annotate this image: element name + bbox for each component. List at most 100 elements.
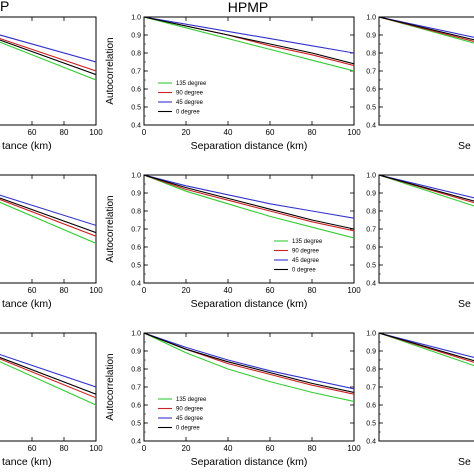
y-tick-label: 1.0 [366, 173, 376, 180]
series-line-0-degree [379, 175, 474, 202]
cropped-x-axis-label: tance (km) [2, 140, 52, 152]
legend-label: 90 degree [176, 407, 204, 413]
x-tick-label: 60 [266, 444, 275, 453]
y-tick-label: 0.8 [366, 209, 376, 216]
legend-label: 0 degree [176, 110, 200, 116]
y-tick-label: 0.6 [366, 87, 376, 94]
x-tick-label: 20 [182, 444, 191, 453]
series-line-45-degree [379, 333, 474, 358]
series-line-90-degree [144, 333, 354, 395]
y-tick-label: 0.8 [366, 51, 376, 58]
cropped-x-axis-label: Se [458, 140, 471, 152]
chart-legend: 135 degree 90 degree 45 degree 0 degree [158, 397, 207, 432]
cropped-x-axis-label: tance (km) [2, 456, 52, 468]
series-line-135-degree [379, 333, 474, 367]
series-line-135-degree [144, 333, 354, 402]
legend-label: 90 degree [176, 91, 204, 97]
y-tick-label: 1.0 [366, 15, 376, 22]
series-line-135-degree [0, 201, 96, 244]
chart-panel: 0.4 0.5 0.6 0.7 0.8 0.9 1.0 Se [366, 173, 474, 310]
series-line-135-degree [379, 17, 474, 44]
y-tick-label: 0.4 [131, 439, 141, 446]
x-axis-label: Separation distance (km) [191, 298, 308, 310]
y-tick-label: 0.7 [366, 385, 376, 392]
y-tick-label: 0.8 [131, 367, 141, 374]
y-tick-label: 0.9 [131, 191, 141, 198]
y-tick-label: 1.0 [366, 331, 376, 338]
plot-frame [0, 332, 97, 442]
plot-frame [143, 174, 355, 284]
x-axis-label: Separation distance (km) [191, 140, 308, 152]
y-tick-label: 0.6 [131, 245, 141, 252]
series-line-0-degree [0, 356, 96, 395]
y-tick-label: 0.7 [131, 385, 141, 392]
series-line-0-degree [0, 39, 96, 76]
series-line-0-degree [379, 333, 474, 362]
chart-panel: 0.4 0.5 0.6 0.7 0.8 0.9 1.0 0 20 40 60 80 100 Separat… [105, 331, 361, 469]
y-tick-label: 0.9 [131, 349, 141, 356]
series-line-45-degree [0, 354, 96, 388]
x-tick-label: 60 [266, 128, 275, 137]
series-line-45-degree [144, 175, 354, 219]
chart-panel: 0.4 0.5 0.6 0.7 0.8 0.9 1.0 Se [366, 15, 474, 152]
x-tick-label: 0 [142, 128, 147, 137]
y-tick-label: 0.6 [366, 403, 376, 410]
y-axis-label: Autocorrelation [105, 195, 116, 262]
y-tick-label: 0.9 [131, 33, 141, 40]
cropped-x-axis-label: Se [458, 456, 471, 468]
series-line-135-degree [0, 361, 96, 406]
y-tick-label: 0.9 [366, 349, 376, 356]
y-tick-label: 1.0 [131, 331, 141, 338]
figure-title: HPMP [228, 0, 268, 15]
x-tick-label: 100 [347, 286, 361, 295]
legend-label: 45 degree [176, 416, 204, 422]
chart-panel: 60 80 100 tance (km) [0, 16, 103, 152]
x-tick-label: 0 [142, 286, 147, 295]
cropped-x-axis-label: Se [458, 298, 471, 310]
x-tick-label: 0 [142, 444, 147, 453]
y-tick-label: 0.7 [131, 69, 141, 76]
y-tick-label: 0.8 [366, 367, 376, 374]
y-tick-label: 0.4 [366, 439, 376, 446]
y-axis-label: Autocorrelation [105, 37, 116, 104]
y-tick-label: 0.4 [131, 123, 141, 130]
x-tick-label: 100 [347, 444, 361, 453]
y-tick-label: 0.6 [131, 403, 141, 410]
chart-panel: 60 80 100 tance (km) [0, 332, 103, 468]
legend-label: 135 degree [176, 81, 207, 87]
series-line-0-degree [144, 17, 354, 65]
panels-group: 60 80 100 tance (km) 0.4 0.5 0.6 0.7 0.8 0.9 1.0 0 2… [0, 15, 474, 469]
series-line-90-degree [0, 358, 96, 399]
series-line-135-degree [144, 175, 354, 239]
legend-label: 0 degree [292, 268, 316, 274]
x-tick-label: 80 [308, 444, 317, 453]
x-tick-label: 80 [60, 128, 69, 137]
x-tick-label: 60 [28, 286, 37, 295]
cropped-x-axis-label: tance (km) [2, 298, 52, 310]
chart-panel: 0.4 0.5 0.6 0.7 0.8 0.9 1.0 Se [366, 331, 474, 468]
series-line-45-degree [0, 34, 96, 63]
legend-label: 135 degree [176, 397, 207, 403]
x-tick-label: 40 [224, 128, 233, 137]
series-line-45-degree [144, 333, 354, 390]
x-tick-label: 100 [89, 286, 103, 295]
series-line-90-degree [379, 17, 474, 42]
x-tick-label: 60 [28, 444, 37, 453]
y-axis-label: Autocorrelation [105, 353, 116, 420]
series-line-90-degree [379, 175, 474, 204]
series-line-90-degree [144, 175, 354, 232]
x-tick-label: 80 [308, 286, 317, 295]
series-line-0-degree [379, 17, 474, 41]
series-line-45-degree [144, 17, 354, 54]
cropped-panel-title-fragment: P [0, 0, 9, 14]
y-tick-label: 0.4 [366, 281, 376, 288]
chart-legend: 135 degree 90 degree 45 degree 0 degree [158, 81, 207, 116]
series-line-135-degree [0, 41, 96, 81]
legend-label: 0 degree [176, 426, 200, 432]
y-tick-label: 0.5 [131, 263, 141, 270]
legend-label: 90 degree [292, 249, 320, 255]
series-line-45-degree [379, 175, 474, 199]
legend-label: 135 degree [292, 239, 323, 245]
y-tick-label: 0.6 [366, 245, 376, 252]
